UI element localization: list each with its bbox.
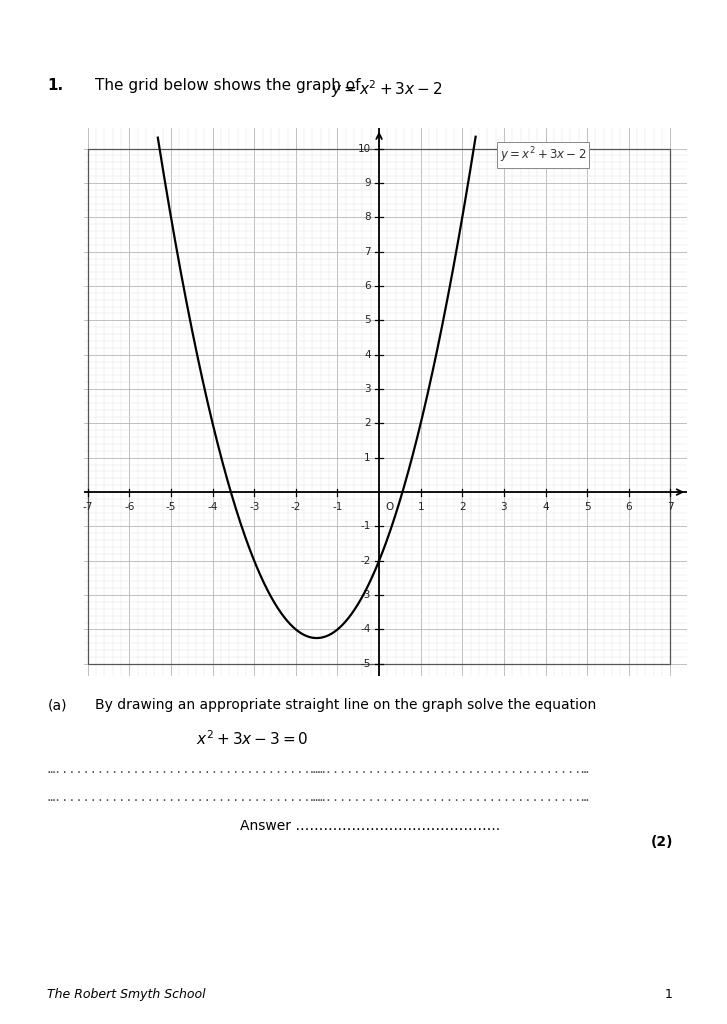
Text: 3: 3 — [364, 384, 371, 394]
Text: -2: -2 — [291, 502, 301, 512]
Text: 10: 10 — [358, 143, 371, 154]
Text: 5: 5 — [364, 315, 371, 326]
Text: 6: 6 — [625, 502, 632, 512]
Text: 3: 3 — [501, 502, 507, 512]
Text: -1: -1 — [332, 502, 342, 512]
Text: 7: 7 — [364, 247, 371, 257]
Text: 5: 5 — [584, 502, 590, 512]
Text: Answer ……………………………………..: Answer …………………………………….. — [240, 819, 500, 834]
Text: 1: 1 — [417, 502, 424, 512]
Text: -5: -5 — [166, 502, 176, 512]
Text: -4: -4 — [207, 502, 218, 512]
Text: O: O — [385, 502, 393, 512]
Text: 4: 4 — [364, 349, 371, 359]
Text: 7: 7 — [667, 502, 674, 512]
Text: -3: -3 — [249, 502, 260, 512]
Text: $y = x^2 + 3x - 2$: $y = x^2 + 3x - 2$ — [331, 78, 442, 99]
Text: 1.: 1. — [47, 78, 63, 93]
Text: 2: 2 — [459, 502, 465, 512]
Text: …....................................……....................................…: …....................................…….… — [47, 763, 589, 776]
Text: -5: -5 — [361, 658, 371, 669]
Text: 8: 8 — [364, 212, 371, 222]
Text: -1: -1 — [361, 521, 371, 531]
Text: $x^2 + 3x - 3 = 0$: $x^2 + 3x - 3 = 0$ — [196, 729, 309, 748]
Text: -3: -3 — [361, 590, 371, 600]
Text: 1: 1 — [364, 453, 371, 463]
Text: 6: 6 — [364, 281, 371, 291]
Text: 9: 9 — [364, 178, 371, 188]
Text: -6: -6 — [124, 502, 134, 512]
Text: The Robert Smyth School: The Robert Smyth School — [47, 988, 206, 1001]
Text: 2: 2 — [364, 419, 371, 428]
Text: 1: 1 — [664, 988, 672, 1001]
Text: 4: 4 — [542, 502, 549, 512]
Text: -7: -7 — [83, 502, 93, 512]
Text: (2): (2) — [651, 835, 673, 849]
Text: $y = x^2 + 3x - 2$: $y = x^2 + 3x - 2$ — [499, 145, 586, 165]
Text: By drawing an appropriate straight line on the graph solve the equation: By drawing an appropriate straight line … — [95, 698, 595, 713]
Text: The grid below shows the graph of: The grid below shows the graph of — [95, 78, 365, 93]
Text: -4: -4 — [361, 625, 371, 635]
Text: …....................................……....................................…: …....................................…….… — [47, 791, 589, 804]
Text: -2: -2 — [361, 556, 371, 566]
Text: (a): (a) — [47, 698, 67, 713]
